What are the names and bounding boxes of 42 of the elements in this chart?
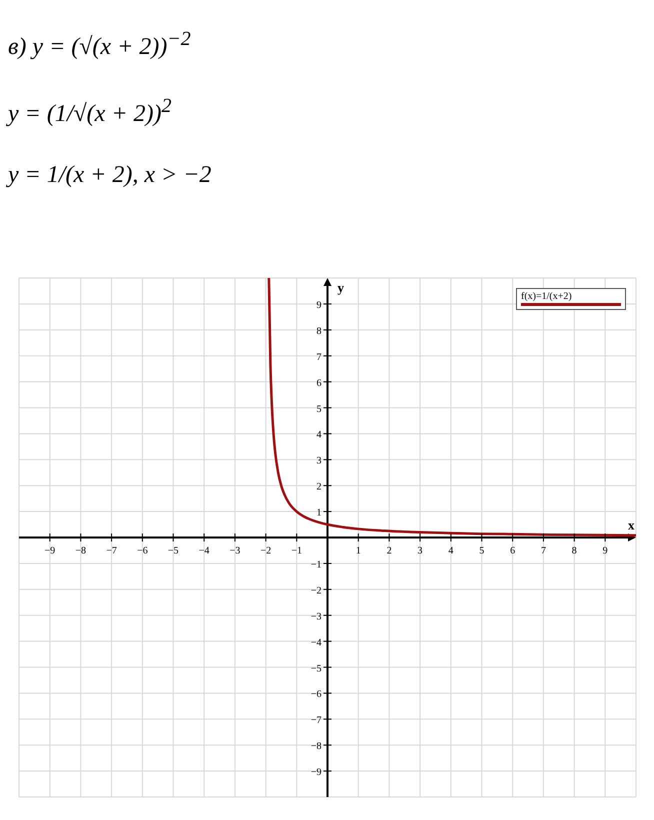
x-tick-label: −3 (230, 546, 240, 556)
y-tick-label: −1 (310, 559, 322, 570)
x-tick-label: −4 (198, 546, 210, 556)
x-tick-label: −2 (260, 546, 272, 556)
y-tick-label: 3 (316, 456, 322, 467)
x-tick-label: 5 (479, 546, 484, 556)
y-tick-label: −9 (310, 767, 322, 778)
x-tick-label: 2 (386, 546, 392, 556)
y-axis-title: y (338, 280, 344, 295)
x-tick-label: 1 (356, 546, 361, 556)
y-tick-label: 7 (316, 352, 322, 363)
y-tick-label: −3 (310, 611, 322, 622)
y-tick-label: −6 (310, 689, 322, 700)
x-tick-label: 7 (540, 546, 546, 556)
x-tick-label: −6 (137, 546, 148, 556)
y-tick-label: 4 (316, 430, 322, 441)
y-tick-label: 8 (316, 326, 322, 337)
x-tick-label: 6 (510, 546, 516, 556)
y-tick-label: −7 (310, 715, 322, 726)
y-tick-label: 5 (316, 404, 322, 415)
text: в) y = (√(x + 2))$^{−2}$ (8, 28, 192, 61)
x-axis-title: x (628, 518, 635, 532)
y-tick-label: −8 (310, 741, 322, 752)
y-tick-label: 2 (316, 482, 322, 493)
x-tick-label: −9 (44, 546, 56, 556)
x-tick-label: −1 (291, 546, 302, 556)
x-tick-label: 9 (602, 546, 608, 556)
y-tick-label: 1 (316, 508, 322, 519)
x-tick-label: 3 (418, 546, 423, 556)
y-tick-label: 6 (316, 378, 322, 389)
x-tick-label: 4 (448, 546, 454, 556)
y-tick-label: 9 (316, 300, 322, 311)
x-tick-label: 8 (572, 546, 577, 556)
text: y = 1/(x + 2), x > −2 (8, 162, 212, 189)
y-tick-label: −2 (310, 585, 322, 596)
text: y = (1/√(x + 2))$^{2}$ (8, 95, 173, 128)
x-tick-label: −5 (168, 546, 179, 556)
y-tick-label: −4 (310, 637, 322, 648)
x-tick-label: −8 (75, 546, 86, 556)
legend-box: f(x)=1/(x+2) (516, 288, 626, 310)
x-tick-label: −7 (106, 546, 117, 556)
y-tick-label: −5 (310, 663, 322, 674)
